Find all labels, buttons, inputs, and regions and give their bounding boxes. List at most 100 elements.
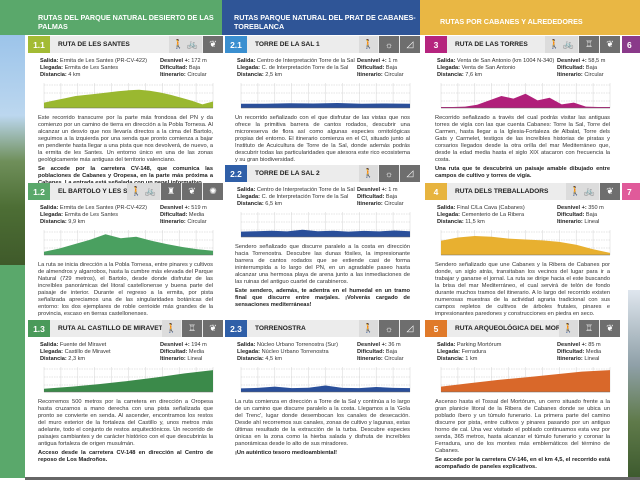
info-desnivel: Desnivel +: 1 m bbox=[357, 187, 398, 193]
section-header-prat: RUTAS PARQUE NATURAL DEL PRAT DE CABANES… bbox=[222, 0, 420, 35]
elevation-area bbox=[241, 385, 410, 393]
elevation-profile bbox=[240, 212, 411, 238]
transport-modes: 🚶 bbox=[161, 320, 181, 337]
route-title: EL BARTOLO Y LES SANTES bbox=[58, 188, 127, 195]
elevation-area bbox=[441, 94, 610, 109]
route-card-1-3: 1.3 RUTA AL CASTILLO DE MIRAVET 🚶 ♖ ❦ Sali… bbox=[28, 320, 223, 464]
route-card-2-2: 2.2 TORRE DE LA SAL 2 🚶 ☼ ◿ Salida: Centro… bbox=[225, 165, 420, 309]
route-info: Salida: Centro de Interpretación Torre d… bbox=[225, 182, 420, 207]
info-dificultad: Dificultad: Baja bbox=[357, 348, 398, 355]
info-dificultad: Dificultad: Media bbox=[160, 211, 205, 218]
info-distancia: Distancia: 6,5 km bbox=[237, 200, 283, 207]
info-llegada: Llegada: Castillo de Miravet bbox=[40, 348, 111, 355]
route-info: Salida: Núcleo Urbano Torrenostra (Sur) L… bbox=[225, 337, 420, 362]
telescope-icon: ◿ bbox=[400, 165, 420, 182]
route-description: Recorremos 500 metros por la carretera e… bbox=[38, 399, 213, 447]
info-itinerario: Itinerario: Lineal bbox=[557, 218, 600, 225]
info-desnivel: Desnivel +: 519 m bbox=[160, 205, 207, 211]
sun-waves-icon: ☼ bbox=[379, 165, 399, 182]
info-desnivel: Desnivel +: 1 m bbox=[357, 58, 398, 64]
mountain-photo bbox=[628, 290, 640, 478]
castle-icon: ♖ bbox=[182, 320, 202, 337]
route-description: Un recorrido señalizado con el que disfr… bbox=[235, 115, 410, 163]
info-dificultad: Dificultad: Media bbox=[557, 348, 602, 355]
info-itinerario: Itinerario: Lineal bbox=[557, 355, 600, 362]
route-description: Ascenso hasta el Tossal del Mortórum, un… bbox=[435, 399, 610, 454]
route-header: 2.1 TORRE DE LA SAL 1 🚶 ☼ ◿ bbox=[225, 36, 420, 53]
walk-icon: 🚶 bbox=[362, 168, 374, 178]
route-header: 1.2 EL BARTOLO Y LES SANTES 🚶🚲♜❦✺ bbox=[28, 183, 223, 200]
telescope-icon: ◿ bbox=[400, 36, 420, 53]
info-itinerario: Itinerario: Lineal bbox=[160, 355, 203, 362]
route-header: 2.3 TORRENOSTRA 🚶 ☼ ◿ bbox=[225, 320, 420, 337]
info-llegada: Llegada: Ermita de Les Santes bbox=[40, 64, 119, 71]
info-salida: Salida: Parking Mortórum bbox=[437, 342, 502, 348]
info-dificultad: Dificultad: Baja bbox=[160, 64, 201, 71]
route-title: TORRE DE LA SAL 2 bbox=[255, 170, 320, 177]
route-header: 1.1 RUTA DE LES SANTES 🚶 🚲 ❦ bbox=[28, 36, 223, 53]
route-text: Ascenso hasta el Tossal del Mortórum, un… bbox=[425, 395, 620, 470]
route-card-4: 4 RUTA DELS TREBALLADORS 🚶 🚲 ❦ Salida: Fin… bbox=[425, 183, 620, 318]
bottom-divider bbox=[25, 477, 640, 480]
telescope-icon: ◿ bbox=[400, 320, 420, 337]
route-description: Acceso desde la carretera CV-148 en dire… bbox=[38, 449, 213, 463]
elevation-profile bbox=[240, 367, 411, 393]
info-desnivel: Desnivel +: 194 m bbox=[160, 342, 207, 348]
transport-modes: 🚶 bbox=[358, 320, 378, 337]
info-llegada: Llegada: C. de Interpretación Torre de l… bbox=[237, 193, 349, 200]
walk-icon: 🚶 bbox=[569, 186, 581, 196]
route-title: RUTA DE LES SANTES bbox=[58, 41, 130, 48]
info-llegada: Llegada: Ferradura bbox=[437, 348, 487, 355]
info-desnivel: Desnivel +: 36 m bbox=[357, 342, 401, 348]
info-dificultad: Dificultad: Baja bbox=[557, 64, 598, 71]
green-strip bbox=[0, 265, 25, 478]
info-distancia: Distancia: 9,9 km bbox=[40, 218, 86, 225]
info-distancia: Distancia: 2,5 km bbox=[237, 71, 283, 78]
info-salida: Salida: Núcleo Urbano Torrenostra (Sur) bbox=[237, 342, 338, 348]
walk-icon: 🚶 bbox=[165, 323, 177, 333]
walk-icon: 🚶 bbox=[548, 39, 560, 49]
route-number: 2.2 bbox=[225, 165, 247, 182]
route-info: Salida: Venta de San Antonio (km 1004 N-… bbox=[425, 53, 620, 78]
info-itinerario: Itinerario: Circular bbox=[357, 200, 404, 207]
info-itinerario: Itinerario: Circular bbox=[160, 71, 207, 78]
route-card-1-1: 1.1 RUTA DE LES SANTES 🚶 🚲 ❦ Salida: Ermit… bbox=[28, 36, 223, 186]
sun-waves-icon: ☼ bbox=[379, 36, 399, 53]
bike-icon: 🚲 bbox=[144, 186, 156, 196]
info-llegada: Llegada: Cementerio de La Ribera bbox=[437, 211, 525, 218]
route-info: Salida: Ermita de Les Santes (PR-CV-422)… bbox=[28, 53, 223, 78]
castle-icon: ♖ bbox=[579, 320, 599, 337]
tree-icon: ❦ bbox=[203, 36, 223, 53]
route-title: RUTA ARQUEOLÓGICA DEL MORTÓRUM bbox=[455, 325, 559, 332]
info-distancia: Distancia: 7,6 km bbox=[437, 71, 483, 78]
route-text: Recorrido señalizado a través del cual p… bbox=[425, 111, 620, 179]
route-card-3: 3 RUTA DE LAS TORRES 🚶 🚲 ♖ ❦ Salida: Venta … bbox=[425, 36, 620, 180]
section-title: RUTAS DEL PARQUE NATURAL DESIERTO DE LAS… bbox=[38, 12, 214, 31]
info-distancia: Distancia: 4 km bbox=[40, 71, 81, 78]
info-itinerario: Itinerario: Circular bbox=[557, 71, 604, 78]
route-header: 2.2 TORRE DE LA SAL 2 🚶 ☼ ◿ bbox=[225, 165, 420, 182]
route-description: La ruta se inicia dirección a la Pobla T… bbox=[38, 262, 213, 317]
route-description: Recorrido señalizado a través del cual p… bbox=[435, 115, 610, 163]
route-description: Sendero señalizado que une Cabanes y la … bbox=[435, 262, 610, 317]
section-title: RUTAS POR CABANES Y ALREDEDORES bbox=[440, 17, 583, 26]
info-desnivel: Desnivel +: 172 m bbox=[160, 58, 207, 64]
tree-icon: ❦ bbox=[600, 320, 620, 337]
elevation-area bbox=[241, 230, 410, 238]
route-text: Recorremos 500 metros por la carretera e… bbox=[28, 395, 223, 463]
castle-icon: ♖ bbox=[579, 36, 599, 53]
route-description: Este sendero, además, te adentra en el h… bbox=[235, 287, 410, 308]
info-salida: Salida: Centro de Interpretación Torre d… bbox=[237, 58, 355, 64]
elevation-profile bbox=[240, 83, 411, 109]
info-dificultad: Dificultad: Baja bbox=[357, 193, 398, 200]
info-itinerario: Itinerario: Circular bbox=[357, 71, 404, 78]
walk-icon: 🚶 bbox=[362, 323, 374, 333]
info-salida: Salida: Venta de San Antonio (km 1004 N-… bbox=[437, 58, 555, 64]
section-header-cabanes: RUTAS POR CABANES Y ALREDEDORES bbox=[420, 0, 640, 35]
info-dificultad: Dificultad: Baja bbox=[557, 211, 598, 218]
route-number: 1.3 bbox=[28, 320, 50, 337]
partial-route-number: 6 bbox=[622, 36, 640, 53]
route-title: TORRENOSTRA bbox=[255, 325, 306, 332]
info-salida: Salida: Final C/La Cava (Cabanes) bbox=[437, 205, 525, 211]
route-text: La ruta se inicia dirección a la Pobla T… bbox=[28, 258, 223, 317]
